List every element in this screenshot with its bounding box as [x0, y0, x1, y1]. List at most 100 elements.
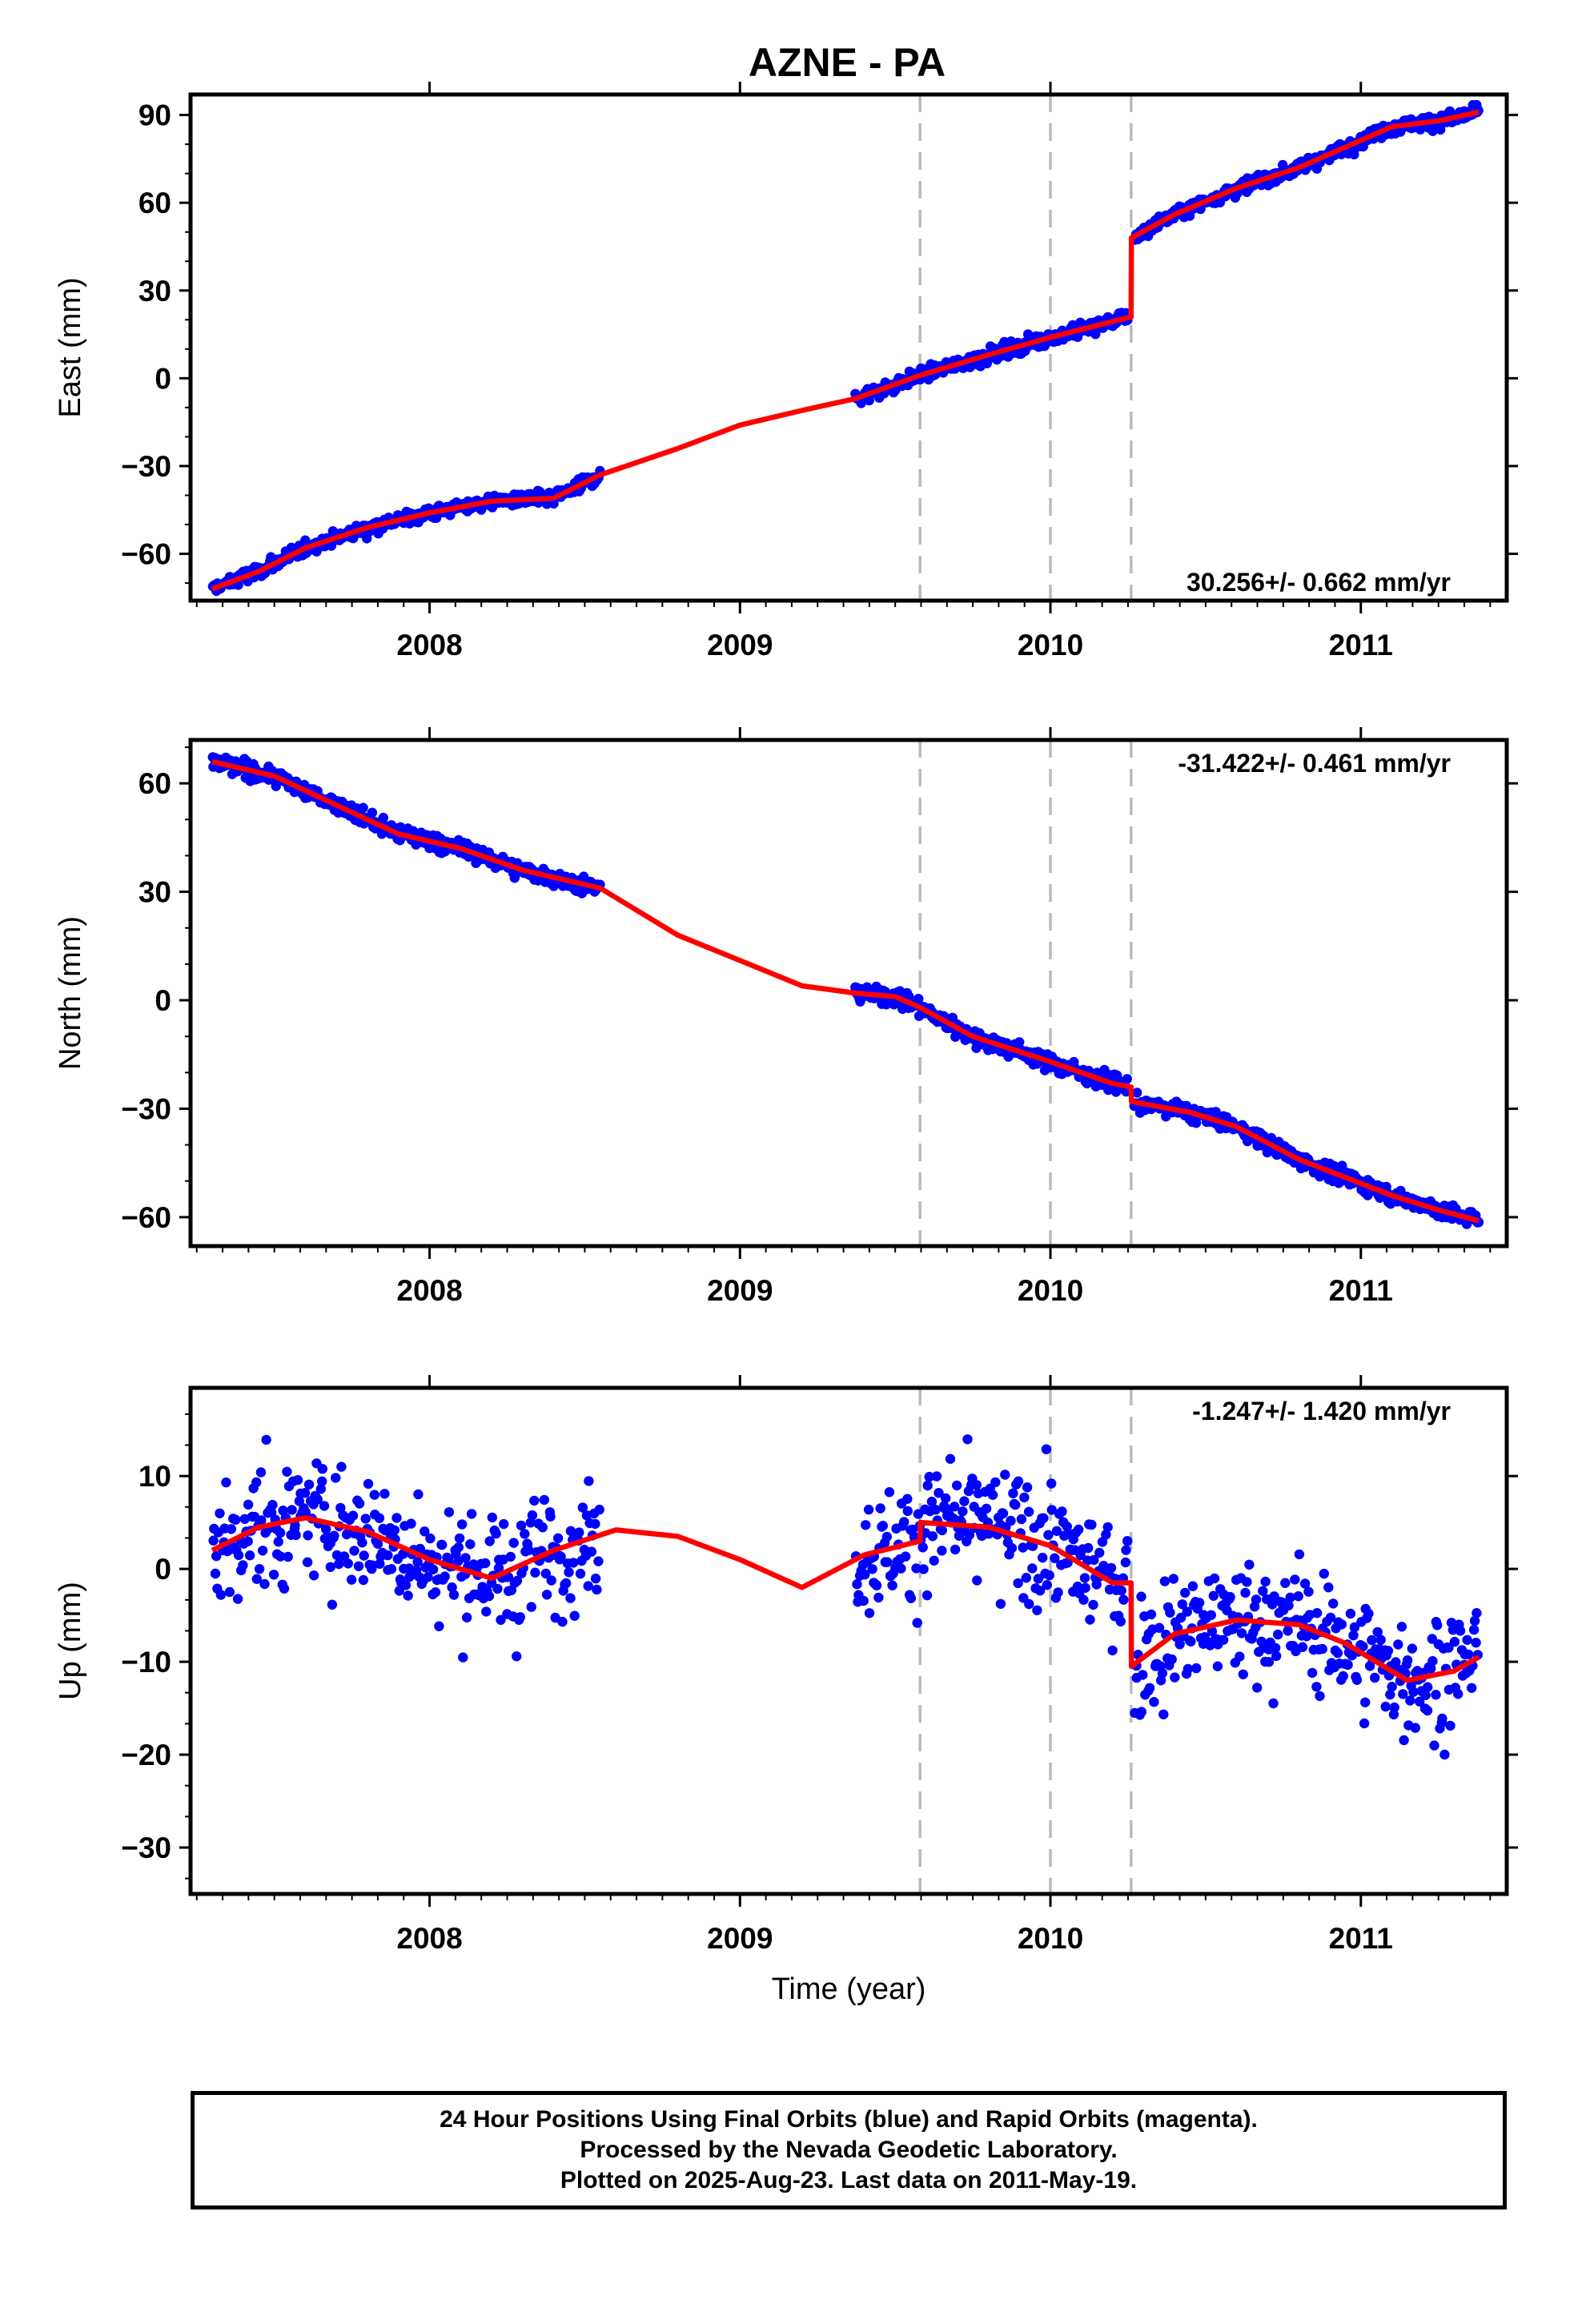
data-point: [1208, 1590, 1219, 1602]
data-point: [374, 1513, 385, 1523]
data-point: [1083, 1542, 1094, 1554]
data-point: [359, 1550, 369, 1561]
data-point: [256, 1515, 267, 1526]
data-point: [1138, 1670, 1148, 1680]
data-point: [336, 1462, 347, 1472]
data-point: [1258, 1586, 1268, 1597]
data-point: [867, 1564, 877, 1574]
data-point: [583, 1581, 593, 1591]
data-point: [499, 1518, 509, 1530]
data-point: [1038, 1552, 1048, 1563]
data-point: [243, 1499, 254, 1510]
data-point: [864, 1608, 875, 1618]
data-point: [412, 1557, 423, 1567]
data-point: [896, 1563, 906, 1574]
data-point: [437, 1539, 448, 1550]
data-point: [529, 1495, 540, 1506]
data-point: [386, 1564, 397, 1574]
data-point: [292, 1474, 303, 1486]
data-point: [1212, 1661, 1223, 1671]
data-point: [423, 1572, 433, 1582]
data-point: [594, 1504, 604, 1515]
data-point: [1359, 1718, 1370, 1729]
data-point: [243, 1536, 253, 1546]
data-point: [1034, 1586, 1046, 1596]
data-point: [462, 1612, 472, 1622]
data-point: [257, 1546, 268, 1556]
x-tick-label: 2011: [1329, 1274, 1393, 1307]
data-point: [1050, 1553, 1060, 1563]
y-tick-label: 30: [139, 275, 171, 308]
data-point: [592, 1584, 602, 1595]
data-point: [1044, 1570, 1055, 1581]
data-point: [1343, 1659, 1353, 1671]
data-point: [1420, 1690, 1431, 1700]
data-point: [873, 1592, 884, 1603]
data-point: [1088, 1599, 1098, 1610]
data-point: [1013, 1578, 1023, 1589]
data-point: [530, 1567, 540, 1578]
data-point: [921, 1590, 933, 1601]
data-point: [1435, 124, 1446, 135]
data-point: [349, 1546, 359, 1556]
data-point: [922, 1480, 933, 1491]
data-point: [389, 1525, 400, 1536]
data-point: [1367, 1634, 1377, 1646]
data-point: [453, 1542, 464, 1553]
data-point: [353, 1561, 364, 1572]
data-point: [1244, 1559, 1255, 1570]
data-point: [391, 1513, 402, 1523]
data-point: [440, 1571, 450, 1582]
x-tick-label: 2010: [1018, 1922, 1083, 1955]
data-point: [425, 1533, 436, 1544]
data-point: [537, 1522, 548, 1533]
data-point: [268, 1570, 279, 1580]
data-point: [1348, 1630, 1359, 1641]
caption-box: 24 Hour Positions Using Final Orbits (bl…: [191, 2091, 1507, 2209]
data-point: [875, 1503, 885, 1514]
plot-area: [207, 94, 1484, 601]
data-point: [1051, 1526, 1062, 1537]
y-tick-label: 0: [155, 362, 171, 395]
data-point: [493, 1562, 504, 1574]
data-point: [1283, 1626, 1293, 1636]
data-point: [1293, 1591, 1303, 1602]
data-point: [1462, 1634, 1472, 1645]
panel-frame: [188, 92, 1509, 603]
data-point: [1299, 1578, 1311, 1589]
data-point: [1303, 1586, 1314, 1597]
data-point: [1116, 1585, 1126, 1596]
data-point: [560, 1578, 572, 1589]
data-point: [1115, 1616, 1126, 1627]
data-point: [1158, 1709, 1169, 1719]
data-point: [1159, 1576, 1170, 1586]
data-point: [924, 1471, 934, 1482]
data-point: [1074, 1524, 1084, 1535]
data-point: [394, 1586, 404, 1596]
y-tick-label: −30: [121, 1831, 171, 1864]
data-point: [208, 1535, 219, 1546]
data-point: [902, 1494, 913, 1504]
data-point: [1370, 1672, 1380, 1683]
model-fit-line: [211, 1515, 1480, 1683]
data-point: [1372, 1626, 1383, 1638]
data-point: [902, 1506, 913, 1517]
data-point: [590, 1518, 600, 1530]
data-point: [1410, 1723, 1421, 1733]
data-point: [1270, 1642, 1281, 1653]
data-point: [995, 1598, 1006, 1610]
y-tick-label: 0: [155, 984, 171, 1017]
data-point: [1273, 1629, 1283, 1640]
data-point: [1149, 1697, 1159, 1707]
data-point: [448, 1590, 460, 1600]
x-axis-label: Time (year): [772, 1972, 926, 2006]
x-tick-label: 2010: [1018, 1274, 1083, 1307]
data-point: [1427, 1656, 1438, 1667]
data-point: [945, 1454, 956, 1464]
data-point: [1018, 1542, 1028, 1553]
data-point: [1363, 1608, 1374, 1619]
data-point: [1391, 1657, 1401, 1667]
y-axis-label: East (mm): [54, 277, 87, 417]
data-point: [1405, 1695, 1415, 1706]
